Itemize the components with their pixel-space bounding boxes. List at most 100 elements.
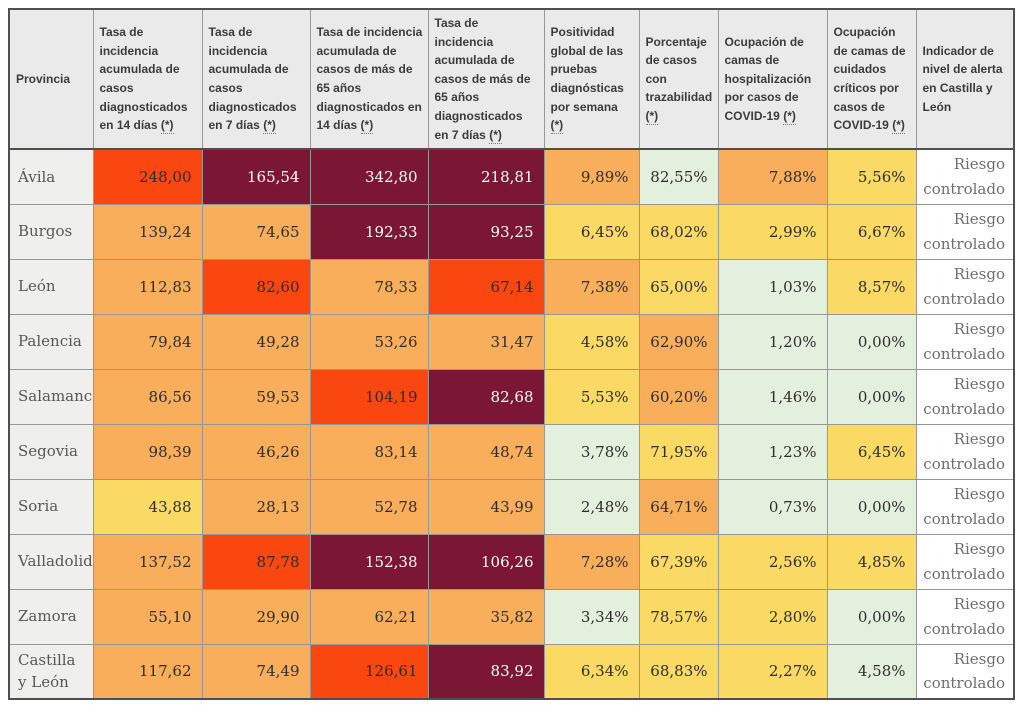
metric-value-cell: 0,00% (826, 588, 917, 645)
metric-value-cell: 5,53% (543, 368, 640, 425)
alert-level-cell: Riesgo controlado (915, 588, 1015, 645)
alert-level-cell: Riesgo controlado (915, 313, 1015, 370)
metric-value-cell: 104,19 (309, 368, 429, 425)
metric-value-cell: 65,00% (638, 258, 719, 315)
metric-value-cell: 137,52 (92, 533, 203, 590)
metric-value-cell: 152,38 (309, 533, 429, 590)
metric-value-cell: 82,68 (427, 368, 545, 425)
column-header: Porcentaje de casos con trazabilidad (*) (638, 8, 719, 151)
metric-value-cell: 9,89% (543, 148, 640, 205)
metric-value-cell: 1,23% (717, 423, 828, 480)
metric-value-cell: 1,46% (717, 368, 828, 425)
metric-value-cell: 192,33 (309, 203, 429, 260)
table-row: León 112,83 82,60 78,33 67,14 7,38% 65,00% 1,03… (8, 258, 1015, 315)
table-row: Ávila 248,00 165,54 342,80 218,81 9,89% 82,55%… (8, 148, 1015, 205)
metric-value-cell: 7,28% (543, 533, 640, 590)
metric-value-cell: 55,10 (92, 588, 203, 645)
risk-indicator-table: Provincia Tasa de incidencia acumulada de… (8, 8, 1015, 701)
metric-value-cell: 6,45% (543, 203, 640, 260)
metric-value-cell: 35,82 (427, 588, 545, 645)
metric-value-cell: 139,24 (92, 203, 203, 260)
metric-value-cell: 342,80 (309, 148, 429, 205)
table-row: Segovia 98,39 46,26 83,14 48,74 3,78% 71,95% 1,… (8, 423, 1015, 480)
column-header: Tasa de incidencia acumulada de casos di… (201, 8, 311, 151)
metric-value-cell: 68,83% (638, 643, 719, 700)
metric-value-cell: 7,88% (717, 148, 828, 205)
metric-value-cell: 67,39% (638, 533, 719, 590)
alert-level-cell: Riesgo controlado (915, 203, 1015, 260)
metric-value-cell: 64,71% (638, 478, 719, 535)
metric-value-cell: 112,83 (92, 258, 203, 315)
metric-value-cell: 29,90 (201, 588, 311, 645)
metric-value-cell: 79,84 (92, 313, 203, 370)
metric-value-cell: 60,20% (638, 368, 719, 425)
province-cell: Valladolid (8, 533, 94, 590)
metric-value-cell: 3,78% (543, 423, 640, 480)
metric-value-cell: 43,99 (427, 478, 545, 535)
province-cell: Soria (8, 478, 94, 535)
table-body: Ávila 248,00 165,54 342,80 218,81 9,89% 82,55%… (8, 148, 1015, 700)
footnote-link[interactable]: (*) (263, 118, 276, 135)
metric-value-cell: 62,90% (638, 313, 719, 370)
footnote-link[interactable]: (*) (360, 118, 374, 135)
metric-value-cell: 6,67% (826, 203, 917, 260)
footnote-link[interactable]: (*) (645, 108, 659, 125)
column-header: Provincia (8, 8, 94, 151)
footnote-link[interactable]: (*) (489, 127, 502, 144)
column-header-label: Tasa de incidencia acumulada de casos de… (434, 16, 531, 142)
metric-value-cell: 0,00% (826, 313, 917, 370)
column-header: Tasa de incidencia acumulada de casos de… (309, 8, 429, 151)
metric-value-cell: 6,45% (826, 423, 917, 480)
footnote-link[interactable]: (*) (160, 118, 174, 135)
metric-value-cell: 117,62 (92, 643, 203, 700)
metric-value-cell: 4,58% (826, 643, 917, 700)
province-cell: León (8, 258, 94, 315)
metric-value-cell: 1,20% (717, 313, 828, 370)
column-header-label: Ocupación de camas de hospitalización po… (724, 34, 812, 123)
metric-value-cell: 78,33 (309, 258, 429, 315)
footnote-link[interactable]: (*) (892, 118, 905, 135)
column-header-label: Indicador de nivel de alerta en Castilla… (922, 43, 1003, 114)
metric-value-cell: 86,56 (92, 368, 203, 425)
metric-value-cell: 48,74 (427, 423, 545, 480)
column-header-label: Ocupación de camas de cuidados críticos … (833, 25, 906, 133)
metric-value-cell: 4,85% (826, 533, 917, 590)
column-header: Indicador de nivel de alerta en Castilla… (915, 8, 1015, 151)
metric-value-cell: 53,26 (309, 313, 429, 370)
metric-value-cell: 106,26 (427, 533, 545, 590)
metric-value-cell: 52,78 (309, 478, 429, 535)
metric-value-cell: 1,03% (717, 258, 828, 315)
alert-level-cell: Riesgo controlado (915, 368, 1015, 425)
metric-value-cell: 126,61 (309, 643, 429, 700)
metric-value-cell: 28,13 (201, 478, 311, 535)
column-header: Positividad global de las pruebas diagnó… (543, 8, 640, 151)
metric-value-cell: 218,81 (427, 148, 545, 205)
metric-value-cell: 71,95% (638, 423, 719, 480)
footnote-link[interactable]: (*) (550, 118, 564, 135)
alert-level-cell: Riesgo controlado (915, 643, 1015, 700)
metric-value-cell: 59,53 (201, 368, 311, 425)
metric-value-cell: 67,14 (427, 258, 545, 315)
alert-level-cell: Riesgo controlado (915, 423, 1015, 480)
table-row: Zamora 55,10 29,90 62,21 35,82 3,34% 78,57% 2,8… (8, 588, 1015, 645)
metric-value-cell: 2,27% (717, 643, 828, 700)
alert-level-cell: Riesgo controlado (915, 258, 1015, 315)
metric-value-cell: 248,00 (92, 148, 203, 205)
metric-value-cell: 2,48% (543, 478, 640, 535)
column-header-label: Tasa de incidencia acumulada de casos di… (99, 25, 188, 133)
metric-value-cell: 62,21 (309, 588, 429, 645)
table-row: Palencia 79,84 49,28 53,26 31,47 4,58% 62,90% 1… (8, 313, 1015, 370)
metric-value-cell: 83,92 (427, 643, 545, 700)
metric-value-cell: 6,34% (543, 643, 640, 700)
metric-value-cell: 8,57% (826, 258, 917, 315)
metric-value-cell: 68,02% (638, 203, 719, 260)
column-header: Ocupación de camas de hospitalización po… (717, 8, 828, 151)
metric-value-cell: 4,58% (543, 313, 640, 370)
metric-value-cell: 74,49 (201, 643, 311, 700)
metric-value-cell: 165,54 (201, 148, 311, 205)
column-header: Ocupación de camas de cuidados críticos … (826, 8, 917, 151)
province-cell: Salamanca (8, 368, 94, 425)
footnote-link[interactable]: (*) (783, 108, 796, 125)
metric-value-cell: 0,00% (826, 478, 917, 535)
